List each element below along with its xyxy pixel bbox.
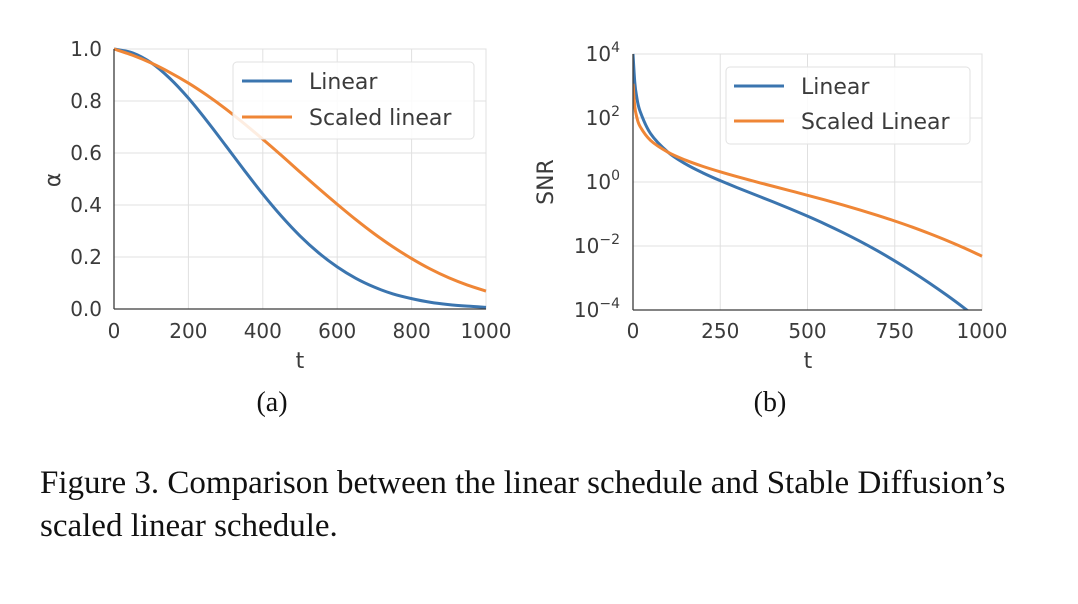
x-tick-label: 400 xyxy=(244,319,282,343)
chart-b: 0 250 500 750 1000 104 102 100 10−2 10−4 t SNR Li… xyxy=(534,40,1007,418)
x-tick-label: 600 xyxy=(318,319,356,343)
legend-b: Linear Scaled Linear xyxy=(725,66,971,145)
panel-label-b: (b) xyxy=(754,387,787,418)
y-tick-label: 10−2 xyxy=(574,232,620,258)
ticks-b: 0 250 500 750 1000 104 102 100 10−2 10−4 xyxy=(574,40,1008,343)
y-tick-label: 10−4 xyxy=(574,296,620,322)
y-tick-label: 0.2 xyxy=(70,245,102,269)
series-line-scaled-linear xyxy=(633,83,983,258)
x-axis-label-b: t xyxy=(804,349,813,374)
x-tick-label: 0 xyxy=(108,319,121,343)
y-tick-label: 0.8 xyxy=(70,89,102,113)
x-tick-label: 250 xyxy=(701,319,739,343)
x-tick-label: 750 xyxy=(876,319,914,343)
series-line-linear xyxy=(113,47,487,309)
series-line-linear xyxy=(633,53,970,310)
series-line-scaled-linear xyxy=(113,47,487,293)
y-tick-label: 102 xyxy=(586,104,620,130)
x-axis-label-a: t xyxy=(296,349,305,374)
y-axis-label-a: α xyxy=(41,173,66,188)
x-tick-label: 0 xyxy=(627,319,640,343)
legend-label-linear: Linear xyxy=(801,75,870,100)
x-tick-label: 1000 xyxy=(957,319,1008,343)
series-b xyxy=(633,53,983,310)
legend-label-scaled: Scaled Linear xyxy=(801,110,950,135)
y-tick-label: 0.4 xyxy=(70,193,102,217)
y-tick-label: 0.6 xyxy=(70,141,102,165)
series-a xyxy=(113,47,487,309)
ticks-a: 0 200 400 600 800 1000 0.0 0.2 0.4 0.6 0.8 1.0 xyxy=(70,37,511,343)
figure-caption: Figure 3. Comparison between the linear … xyxy=(40,465,1006,544)
legend-label-scaled: Scaled linear xyxy=(309,106,452,131)
panel-label-a: (a) xyxy=(256,387,287,418)
x-tick-label: 800 xyxy=(393,319,431,343)
y-tick-label: 1.0 xyxy=(70,37,102,61)
legend-label-linear: Linear xyxy=(309,70,378,95)
x-tick-label: 500 xyxy=(788,319,826,343)
y-tick-label: 100 xyxy=(586,168,620,194)
y-tick-label: 0.0 xyxy=(70,297,102,321)
x-tick-label: 1000 xyxy=(461,319,512,343)
y-tick-label: 104 xyxy=(586,40,620,66)
legend-a: Linear Scaled linear xyxy=(232,61,475,140)
x-tick-label: 200 xyxy=(169,319,207,343)
y-axis-label-b: SNR xyxy=(534,159,559,205)
